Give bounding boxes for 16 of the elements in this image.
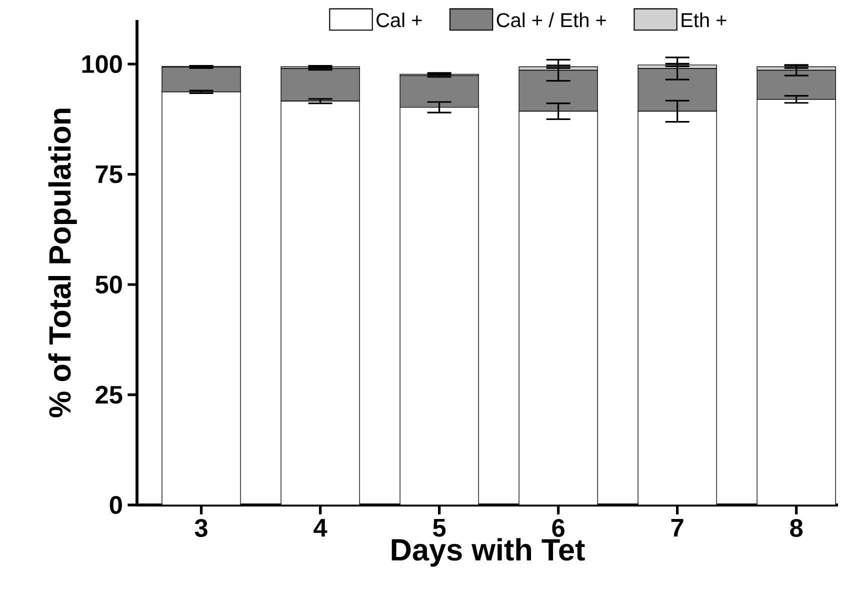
x-tick-label: 8 <box>790 519 803 537</box>
x-tick-label: 4 <box>314 519 328 536</box>
x-axis-title: Days with Tet <box>392 538 585 567</box>
x-tick-label: 3 <box>194 519 208 538</box>
x-tick-label: 7 <box>671 519 684 536</box>
legend-label: Eth + <box>682 12 726 28</box>
y-tick-label: 75 <box>96 165 122 184</box>
legend-label: Cal + / Eth + <box>496 12 606 28</box>
y-axis-title: % of Total Population <box>48 108 77 418</box>
y-tick-label: 100 <box>82 55 122 74</box>
x-tick-label: 5 <box>433 519 446 537</box>
legend-label: Cal + <box>376 12 422 28</box>
y-tick-label: 50 <box>96 276 122 294</box>
x-tick-label: 6 <box>552 519 564 537</box>
y-tick-label: 0 <box>110 496 122 514</box>
y-tick-label: 25 <box>96 386 122 404</box>
